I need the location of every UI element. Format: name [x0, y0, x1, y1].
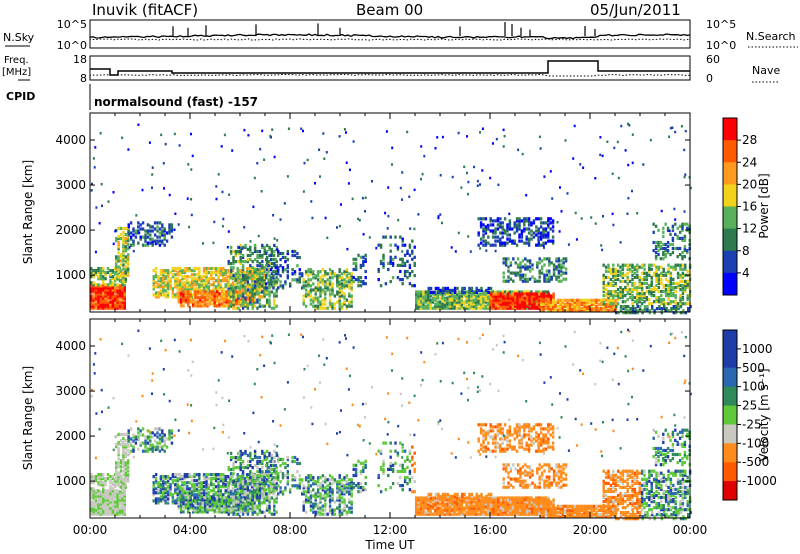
nave-label: Nave	[752, 64, 780, 77]
station-title: Inuvik (fitACF)	[92, 1, 198, 19]
velocity-cbar-tick-neg100: -100	[742, 436, 769, 450]
xtick-2000: 20:00	[573, 523, 608, 537]
velocity-cbar-tick-100: 100	[742, 380, 765, 394]
power-y-ticks: 1000 2000 3000 4000	[55, 133, 690, 282]
freq-label-line2: [MHz]	[2, 67, 31, 78]
velocity-ylabel: Slant Range [km]	[21, 366, 35, 470]
nsky-panel: N.Sky 10^5 10^0 10^5 10^0 N.Search	[3, 18, 798, 52]
power-ytick-2000: 2000	[55, 223, 86, 237]
xtick-0400: 04:00	[173, 523, 208, 537]
velocity-cbar-tick-1000: 1000	[742, 342, 773, 356]
power-colorbar-label: Power [dB]	[757, 173, 771, 238]
nave-line	[89, 73, 691, 77]
velocity-cbar-tick-500: 500	[742, 361, 765, 375]
power-cbar-tick-8: 8	[742, 244, 750, 258]
velocity-colorbar: 1000 500 100 25 -25 -100 -500 -1000 Velo…	[722, 329, 777, 501]
frequency-line	[90, 60, 690, 76]
freq-label-line1: Freq.	[4, 55, 29, 66]
power-cbar-tick-4: 4	[742, 266, 750, 280]
velocity-ytick-3000: 3000	[55, 384, 86, 398]
x-axis-ticks: 00:00 04:00 08:00 12:00 16:00 20:00 00:0…	[73, 113, 708, 537]
nsky-label: N.Sky	[3, 31, 35, 44]
velocity-panel: 1000 2000 3000 4000 Slant Range [km] 00:…	[21, 113, 707, 552]
xtick-0000: 00:00	[73, 523, 108, 537]
velocity-cbar-tick-neg1000: -1000	[742, 474, 777, 488]
velocity-heatmap	[90, 328, 692, 521]
power-ylabel: Slant Range [km]	[21, 160, 35, 264]
power-ytick-1000: 1000	[55, 268, 86, 282]
cpid-row: CPID normalsound (fast) -157	[6, 84, 258, 110]
velocity-cbar-tick-neg500: -500	[742, 455, 769, 469]
nsearch-line	[89, 38, 691, 41]
velocity-ytick-1000: 1000	[55, 474, 86, 488]
beam-title: Beam 00	[356, 1, 423, 19]
nave-tick-low: 0	[706, 72, 713, 85]
power-colorbar: 4 8 12 16 20 24 28 Power [dB]	[722, 117, 771, 296]
power-cbar-tick-16: 16	[742, 200, 757, 214]
nsearch-label: N.Search	[746, 30, 796, 43]
velocity-cbar-tick-25: 25	[742, 399, 757, 413]
power-cbar-tick-12: 12	[742, 222, 757, 236]
velocity-y-ticks: 1000 2000 3000 4000	[55, 339, 690, 488]
power-cbar-tick-24: 24	[742, 155, 757, 169]
power-ytick-3000: 3000	[55, 178, 86, 192]
power-cbar-tick-20: 20	[742, 177, 757, 191]
nsky-line	[89, 33, 691, 40]
cpid-label: CPID	[6, 90, 35, 103]
xtick-2400: 00:00	[673, 523, 708, 537]
power-panel: 1000 2000 3000 4000 Slant Range [km]	[21, 112, 692, 315]
power-ytick-4000: 4000	[55, 133, 86, 147]
xtick-0800: 08:00	[273, 523, 308, 537]
velocity-colorbar-label: Velocity [m s⁻¹]	[757, 368, 771, 461]
velocity-cbar-tick-neg25: -25	[742, 417, 762, 431]
x-axis-label: Time UT	[364, 538, 415, 552]
xtick-1200: 12:00	[373, 523, 408, 537]
velocity-ytick-2000: 2000	[55, 429, 86, 443]
date-title: 05/Jun/2011	[590, 1, 681, 19]
nave-tick-high: 60	[706, 53, 720, 66]
velocity-ytick-4000: 4000	[55, 339, 86, 353]
nsky-tick-high: 10^5	[57, 18, 87, 31]
freq-tick-low: 8	[80, 72, 87, 85]
cpid-text: normalsound (fast) -157	[94, 95, 258, 109]
freq-panel: Freq. [MHz] 18 8 60 0 Nave	[2, 53, 780, 85]
power-heatmap	[90, 122, 692, 315]
nsky-tick-low: 10^0	[57, 39, 87, 52]
nsearch-tick-high: 10^5	[706, 18, 736, 31]
freq-tick-high: 18	[73, 53, 87, 66]
power-cbar-tick-28: 28	[742, 133, 757, 147]
nsearch-tick-low: 10^0	[706, 39, 736, 52]
xtick-1600: 16:00	[473, 523, 508, 537]
